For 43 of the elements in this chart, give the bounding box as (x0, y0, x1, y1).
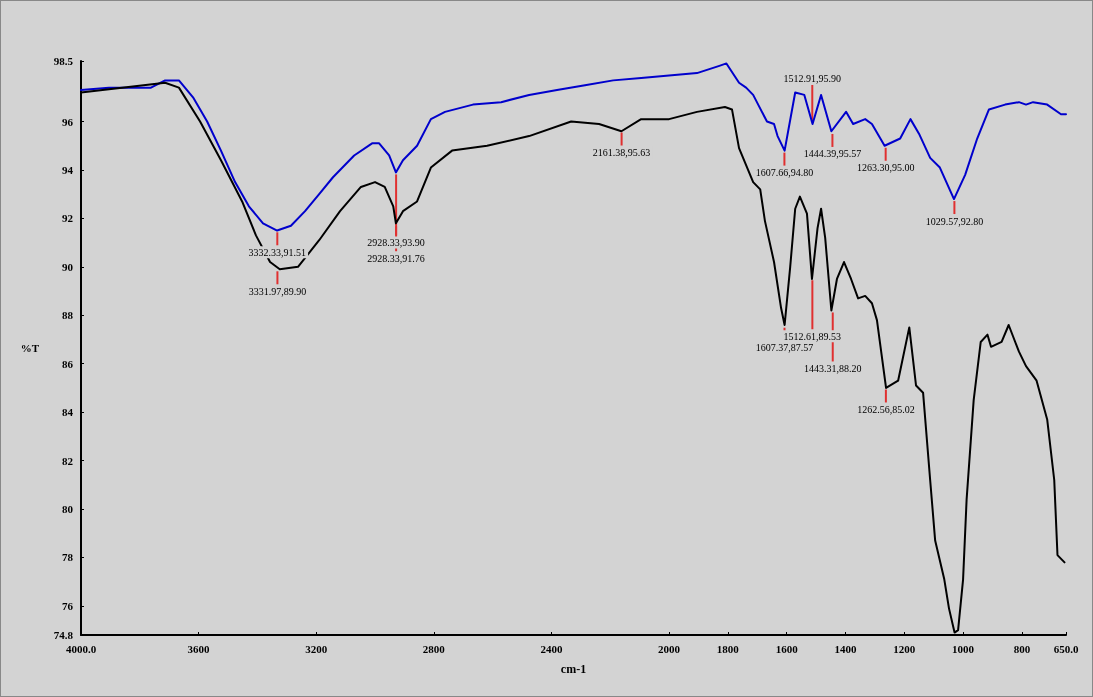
annotation: 1263.30,95.00 (856, 162, 915, 174)
line-series (80, 62, 1067, 232)
x-tick-label: 1600 (775, 642, 799, 655)
x-tick-label: 3200 (305, 642, 328, 655)
annotation: 1262.56,85.02 (857, 403, 915, 415)
y-tick-label: 76 (62, 599, 74, 612)
y-tick-label: 78 (62, 551, 74, 564)
x-tick-label: 2000 (658, 642, 681, 655)
x-tick-label: 1400 (834, 642, 857, 655)
annotation: 2928.33,91.76 (367, 252, 425, 264)
y-tick-label: 80 (62, 503, 74, 516)
x-tick-label: 3600 (187, 642, 211, 655)
x-tick-label: 4000.0 (65, 642, 97, 655)
annotation: 1029.57,92.80 (925, 215, 984, 227)
x-axis-title: cm-1 (560, 662, 587, 676)
annotation: 1512.91,95.90 (783, 73, 842, 85)
annotation: 1607.37,87.57 (755, 342, 814, 354)
annotation: 3331.97,89.90 (248, 285, 307, 297)
x-tick-label: 1800 (716, 642, 740, 655)
x-tick-label: 2800 (422, 642, 446, 655)
annotation: 2161.38,95.63 (592, 147, 651, 159)
x-tick-label: 2400 (540, 642, 563, 655)
y-tick-label: 94 (62, 163, 74, 176)
x-tick-label: 650.0 (1053, 642, 1079, 655)
y-tick-label: 92 (62, 212, 74, 225)
y-tick-label: 84 (62, 406, 74, 419)
y-tick-label: 96 (62, 115, 74, 128)
y-axis-title: %T (20, 342, 40, 354)
x-tick-label: 1000 (952, 642, 975, 655)
annotation: 1607.66,94.80 (755, 167, 814, 179)
annotation: 2928.33,93.90 (367, 236, 425, 248)
annotation: 1444.39,95.57 (803, 148, 862, 160)
y-tick-label: 86 (62, 357, 74, 370)
y-tick-label: 88 (62, 309, 74, 322)
annotation: 1443.31,88.20 (803, 362, 862, 374)
annotation: 1512.61,89.53 (783, 330, 842, 342)
y-tick-label: 74.8 (53, 629, 74, 641)
y-tick-label: 82 (62, 454, 74, 467)
x-tick-label: 800 (1013, 642, 1031, 655)
x-tick-label: 1200 (893, 642, 916, 655)
annotation: 3332.33,91.51 (248, 246, 307, 258)
y-tick-label: 90 (62, 260, 74, 273)
y-tick-label: 98.5 (53, 55, 74, 67)
